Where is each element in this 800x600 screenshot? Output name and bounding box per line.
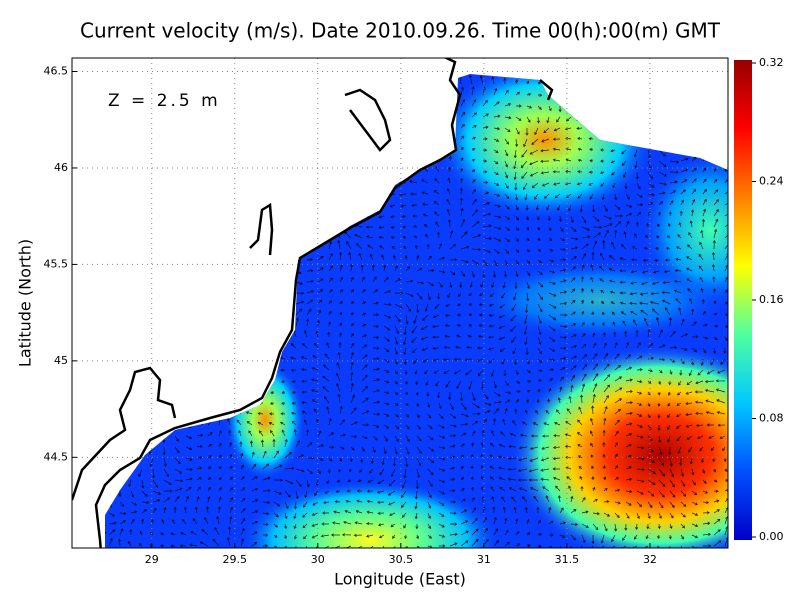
y-tick-label: 45.5 <box>44 257 69 270</box>
coast <box>249 202 274 256</box>
field <box>72 58 728 548</box>
grid <box>72 58 728 548</box>
coastline <box>72 58 554 548</box>
coast <box>539 79 554 101</box>
y-axis-label: Latitude (North) <box>16 239 35 367</box>
x-tick-label: 31.5 <box>555 553 580 566</box>
colorbar-tick-label: 0.24 <box>759 175 784 188</box>
colorbar-tick-label: 0.00 <box>759 530 784 543</box>
coast <box>344 88 392 152</box>
y-tick-label: 46 <box>54 161 68 174</box>
x-tick-label: 29 <box>145 553 159 566</box>
speed-patch <box>470 260 728 340</box>
x-tick-label: 30 <box>311 553 325 566</box>
y-tick-label: 45 <box>54 354 68 367</box>
x-axis-label: Longitude (East) <box>334 570 466 589</box>
x-tick-label: 29.5 <box>223 553 248 566</box>
y-tick-label: 46.5 <box>44 65 69 78</box>
annotation: Z = 2.5 m <box>108 91 221 111</box>
coast <box>72 366 177 501</box>
speed-patch <box>510 345 728 548</box>
chart-title: Current velocity (m/s). Date 2010.09.26.… <box>80 19 721 43</box>
colorbar <box>734 60 752 540</box>
colorbar-tick-label: 0.16 <box>759 293 784 306</box>
x-tick-label: 31 <box>477 553 491 566</box>
x-tick-label: 32 <box>643 553 657 566</box>
coast <box>94 58 462 548</box>
plot-frame <box>71 57 729 549</box>
speed-patch <box>240 480 500 548</box>
y-tick-label: 44.5 <box>44 450 69 463</box>
sea <box>105 74 728 548</box>
colorbar-tick-label: 0.32 <box>759 56 784 69</box>
colorbar-tick-label: 0.08 <box>759 412 784 425</box>
x-tick-label: 30.5 <box>389 553 414 566</box>
